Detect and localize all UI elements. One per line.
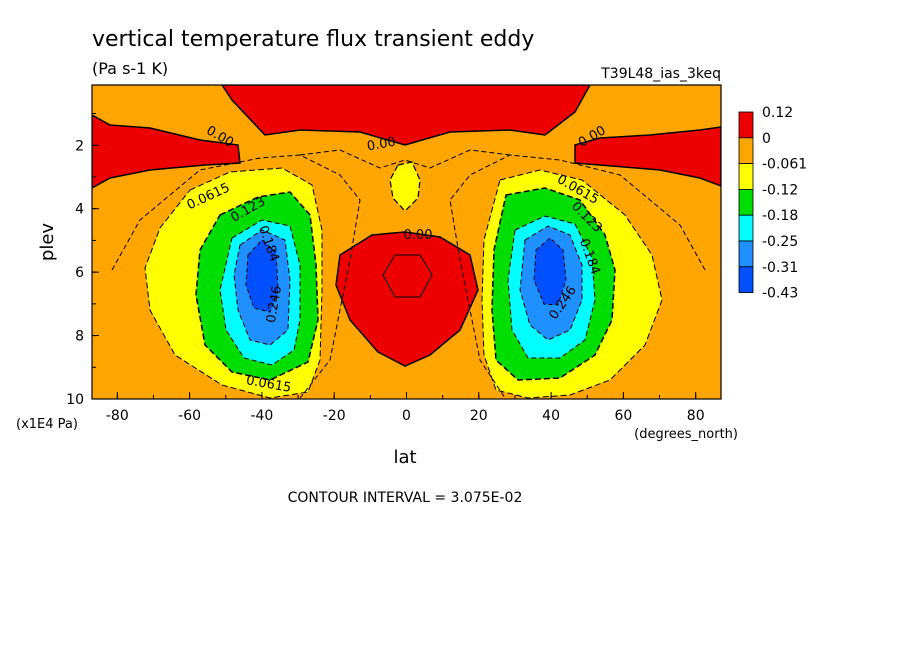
x-tick-label: 40 [542,408,560,424]
colorbar-label: -0.25 [762,234,798,250]
x-tick-label: -60 [178,408,201,424]
outer-contour-left [111,154,361,399]
x-axis-label: lat [393,447,416,468]
x-axis-units: (degrees_north) [634,427,738,442]
x-tick-label: -80 [106,408,129,424]
colorbar-swatch [738,266,754,293]
colorbar-label: -0.061 [762,157,807,173]
y-axis: 2 4 6 8 10 [66,113,99,408]
red-top-region [221,85,591,146]
colorbar-label: -0.43 [762,286,798,302]
deep-blue-right-core [533,237,567,306]
red-center-region [335,231,479,367]
yellow-center-blob [389,161,421,212]
x-tick-label: 20 [470,408,488,424]
y-tick-label: 10 [66,392,84,408]
outer-contour-arch [299,149,511,169]
colorbar-swatch [738,214,754,242]
y-axis-units: (x1E4 Pa) [16,417,78,432]
y-tick-label: 2 [75,138,84,154]
x-tick-label: 60 [614,408,632,424]
x-tick-label: 0 [402,408,411,424]
colorbar-label: -0.12 [762,182,798,198]
colorbar-swatch [738,111,754,139]
colorbar-label: 0 [762,131,771,147]
y-tick-label: 6 [75,265,84,281]
contour-field [92,85,721,399]
y-tick-label: 8 [75,329,84,345]
y-axis-label: plev [37,223,58,262]
x-tick-label: -40 [250,408,273,424]
contour-interval: CONTOUR INTERVAL = 3.075E-02 [288,490,523,506]
colorbar-swatch [738,163,754,190]
outer-contour-right [449,154,706,399]
run-label: T39L48_ias_3keq [600,66,721,82]
contour-label: 0.00 [404,228,433,243]
x-tick-label: 80 [687,408,705,424]
red-center-inner-contour [382,254,433,298]
colorbar-label: -0.18 [762,208,798,224]
red-left-region [92,114,241,189]
x-tick-label: -20 [323,408,346,424]
colorbar-swatch [738,137,754,165]
colorbar-label: 0.12 [762,105,793,121]
colorbar: 0.12 0 -0.061 -0.12 -0.18 -0.25 -0.31 -0.43 [738,105,807,302]
red-right-region [574,126,721,187]
colorbar-label: -0.31 [762,260,798,276]
colorbar-swatch [738,240,754,268]
contour-label: 0.00 [366,135,397,155]
y-tick-label: 4 [75,202,84,218]
contour-label: 0.246 [264,285,285,324]
chart-title: vertical temperature flux transient eddy [92,27,534,52]
colorbar-swatch [738,188,754,216]
deep-blue-left-core [245,239,279,313]
x-axis: -80 -60 -40 -20 0 20 40 60 80 [106,392,705,424]
chart-units: (Pa s-1 K) [92,59,168,78]
